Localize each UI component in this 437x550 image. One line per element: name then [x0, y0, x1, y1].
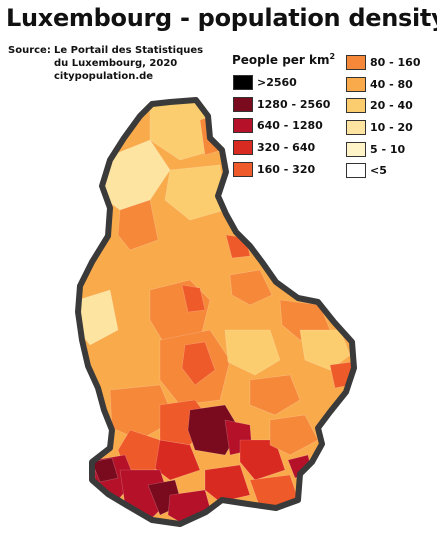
legend-item: 160 - 320 — [233, 158, 330, 180]
legend-column-1: >2560 1280 - 2560 640 - 1280 320 - 640 160 -… — [233, 72, 330, 180]
legend-item: >2560 — [233, 72, 330, 94]
source-note: Source: Le Portail des Statistiques du Lu… — [8, 44, 203, 83]
legend-label: 640 - 1280 — [257, 119, 323, 133]
municipality-region — [239, 439, 286, 481]
legend-swatch — [346, 55, 366, 71]
legend-swatch — [346, 141, 366, 157]
legend-label: 10 - 20 — [370, 121, 413, 135]
source-label: Source: — [8, 45, 51, 56]
source-line-1: Le Portail des Statistiques — [54, 45, 204, 56]
legend-label: <5 — [370, 164, 387, 178]
municipality-region — [249, 374, 301, 416]
municipality-region — [204, 464, 251, 503]
municipality-region — [299, 329, 351, 371]
municipality-region — [91, 457, 119, 483]
legend-label: >2560 — [257, 76, 297, 90]
source-line-2: du Luxembourg, 2020 — [54, 58, 178, 69]
legend-item: 20 - 40 — [346, 95, 421, 117]
legend-item: <5 — [346, 160, 421, 182]
legend-swatch — [346, 76, 366, 92]
legend-label: 160 - 320 — [257, 162, 316, 176]
legend-item: 10 - 20 — [346, 117, 421, 139]
legend-label: 1280 - 2560 — [257, 97, 331, 111]
municipality-region — [181, 341, 216, 386]
map-title: Luxembourg - population density — [6, 4, 437, 32]
legend-item: 40 - 80 — [346, 74, 421, 96]
municipality-region — [229, 269, 273, 306]
legend-swatch — [233, 161, 253, 177]
legend-label: 40 - 80 — [370, 77, 413, 91]
legend-label: 5 - 10 — [370, 142, 406, 156]
legend-swatch — [346, 120, 366, 136]
municipality-region — [224, 329, 281, 376]
municipality-region — [164, 164, 226, 221]
legend-item: 80 - 160 — [346, 52, 421, 74]
legend-title: People per km2 — [232, 52, 336, 67]
legend-item: 320 - 640 — [233, 137, 330, 159]
legend-label: 320 - 640 — [257, 141, 316, 155]
legend-item: 5 - 10 — [346, 138, 421, 160]
legend-swatch — [233, 140, 253, 156]
municipality-region — [187, 404, 241, 456]
legend-column-2: 80 - 160 40 - 80 20 - 40 10 - 20 5 - 10 <5 — [346, 52, 421, 182]
legend-swatch — [233, 96, 253, 112]
legend-item: 640 - 1280 — [233, 115, 330, 137]
municipality-region — [181, 284, 206, 313]
legend-swatch — [233, 118, 253, 134]
municipality-region — [117, 199, 159, 251]
municipality-region — [149, 100, 216, 161]
legend-swatch — [346, 163, 366, 179]
legend-swatch — [233, 75, 253, 91]
municipality-region — [78, 289, 119, 346]
legend-label: 20 - 40 — [370, 99, 413, 113]
legend-swatch — [346, 98, 366, 114]
legend-item: 1280 - 2560 — [233, 94, 330, 116]
legend-label: 80 - 160 — [370, 56, 421, 70]
municipality-region — [269, 414, 319, 456]
source-line-3: citypopulation.de — [54, 71, 154, 82]
country-border — [75, 97, 357, 527]
